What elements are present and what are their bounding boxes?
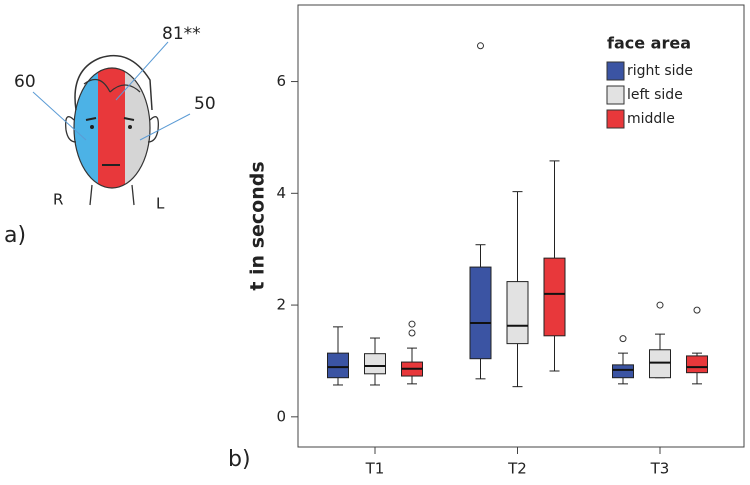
face-diagram: 60 81** 50 R L a) [4, 24, 216, 248]
legend-title: face area [607, 34, 691, 53]
outlier [619, 335, 627, 343]
box [327, 352, 349, 379]
plot-frame [297, 4, 745, 448]
box [612, 364, 634, 379]
legend-swatch [606, 85, 625, 105]
y-tick-label: 2 [276, 296, 286, 314]
box [649, 349, 671, 379]
outlier [656, 301, 664, 309]
y-tick-label: 4 [276, 184, 286, 202]
legend-swatch [606, 61, 625, 81]
box [543, 257, 566, 337]
panel-label: b) [228, 447, 251, 472]
legend-label: left side [627, 87, 683, 103]
side-label: L [156, 195, 165, 213]
annotation: 81** [162, 24, 201, 44]
y-axis-label: t in seconds [247, 161, 269, 290]
outlier [693, 306, 701, 314]
annotation: 50 [194, 94, 216, 114]
annotation: 60 [14, 72, 36, 92]
box [469, 266, 492, 360]
outlier [477, 42, 484, 50]
box [364, 353, 386, 375]
y-tick-label: 0 [276, 407, 286, 425]
plot-area: 0 2 4 6 T1 T2 T3 face area right side left side mi… [276, 34, 708, 478]
x-tick-label: T1 [365, 460, 385, 478]
legend-swatch [606, 109, 625, 129]
box [506, 281, 529, 345]
legend-label: right side [627, 63, 693, 79]
outlier [408, 329, 416, 337]
legend-label: middle [627, 111, 675, 127]
x-tick-label: T3 [650, 460, 670, 478]
outlier [408, 320, 416, 328]
x-tick-label: T2 [507, 460, 527, 478]
panel-label: a) [4, 223, 26, 248]
side-label: R [53, 191, 63, 209]
box [686, 355, 708, 374]
y-tick-label: 6 [276, 72, 286, 90]
